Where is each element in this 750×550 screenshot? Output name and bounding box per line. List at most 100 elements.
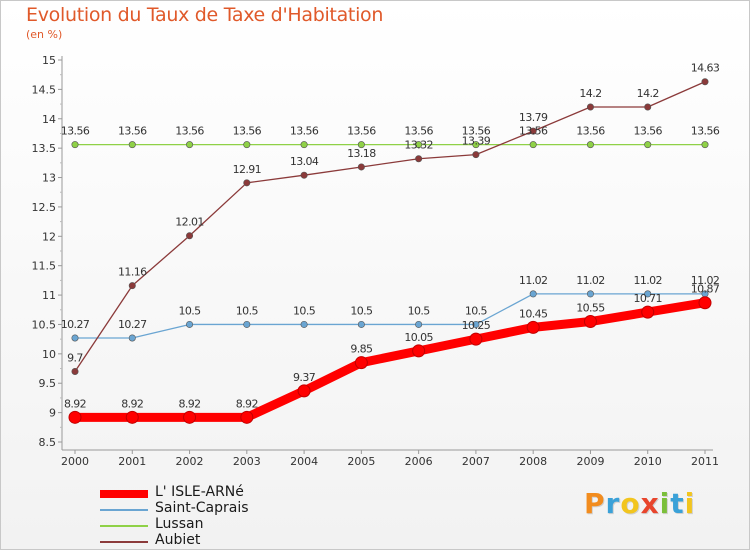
data-label-2: 13.56 bbox=[175, 125, 204, 138]
data-point-1 bbox=[71, 334, 79, 342]
legend-label: Saint-Caprais bbox=[155, 500, 249, 516]
chart-title: Evolution du Taux de Taxe d'Habitation bbox=[26, 4, 384, 26]
data-point-2 bbox=[243, 141, 251, 149]
data-label-3: 13.39 bbox=[462, 135, 491, 148]
data-point-0 bbox=[526, 320, 540, 334]
data-point-2 bbox=[644, 141, 652, 149]
legend-swatch bbox=[100, 541, 148, 543]
x-tick-label: 2008 bbox=[519, 455, 547, 468]
data-point-0 bbox=[125, 410, 139, 424]
data-label-2: 13.56 bbox=[290, 125, 319, 138]
data-point-1 bbox=[186, 320, 194, 328]
series-line-0 bbox=[70, 298, 710, 422]
data-label-1: 10.5 bbox=[350, 304, 373, 317]
x-tick-label: 2001 bbox=[118, 455, 146, 468]
data-label-3: 12.91 bbox=[233, 163, 262, 176]
data-point-2 bbox=[300, 141, 308, 149]
data-label-3: 14.63 bbox=[691, 62, 720, 75]
data-label-1: 11.02 bbox=[691, 274, 720, 287]
logo-letter: o bbox=[620, 487, 641, 520]
x-tick-label: 2005 bbox=[347, 455, 375, 468]
data-point-0 bbox=[412, 344, 426, 358]
y-tick-label: 10 bbox=[42, 348, 56, 361]
y-tick-label: 9.5 bbox=[39, 377, 57, 390]
data-label-2: 13.56 bbox=[233, 125, 262, 138]
data-point-3 bbox=[128, 282, 136, 290]
series-line-3 bbox=[74, 81, 706, 373]
data-point-3 bbox=[701, 78, 709, 86]
data-point-0 bbox=[297, 384, 311, 398]
x-tick-label: 2006 bbox=[405, 455, 433, 468]
data-point-3 bbox=[415, 155, 423, 163]
data-label-1: 10.5 bbox=[236, 304, 259, 317]
data-label-3: 9.7 bbox=[67, 351, 83, 364]
x-tick-label: 2011 bbox=[691, 455, 719, 468]
data-label-1: 10.5 bbox=[408, 304, 431, 317]
data-point-1 bbox=[300, 320, 308, 328]
logo-letter: i bbox=[684, 487, 696, 520]
logo-letter: r bbox=[605, 487, 621, 520]
data-point-0 bbox=[641, 305, 655, 319]
data-point-2 bbox=[415, 141, 423, 149]
data-point-2 bbox=[529, 141, 537, 149]
data-point-0 bbox=[583, 315, 597, 329]
y-tick-label: 15 bbox=[42, 54, 56, 67]
data-point-3 bbox=[586, 103, 594, 111]
data-point-1 bbox=[472, 320, 480, 328]
x-tick-label: 2009 bbox=[576, 455, 604, 468]
data-point-2 bbox=[186, 141, 194, 149]
data-point-2 bbox=[701, 141, 709, 149]
data-point-1 bbox=[415, 320, 423, 328]
data-label-2: 13.56 bbox=[519, 125, 548, 138]
data-label-1: 11.02 bbox=[633, 274, 662, 287]
logo-letter: t bbox=[670, 487, 685, 520]
data-label-3: 14.2 bbox=[637, 87, 659, 100]
data-point-2 bbox=[71, 141, 79, 149]
data-point-1 bbox=[529, 290, 537, 298]
data-label-2: 13.56 bbox=[118, 125, 147, 138]
data-point-1 bbox=[128, 334, 136, 342]
data-label-0: 9.85 bbox=[350, 343, 373, 356]
data-label-3: 12.01 bbox=[175, 216, 204, 229]
legend-label: Aubiet bbox=[155, 532, 201, 548]
data-label-2: 13.56 bbox=[633, 125, 662, 138]
legend-label: L' ISLE-ARNé bbox=[155, 484, 244, 500]
logo-letter: x bbox=[640, 487, 660, 520]
data-point-0 bbox=[240, 410, 254, 424]
data-label-0: 8.92 bbox=[178, 397, 200, 410]
series-line-1 bbox=[74, 293, 706, 339]
logo-letter: i bbox=[659, 487, 671, 520]
data-label-1: 10.27 bbox=[61, 318, 90, 331]
data-point-1 bbox=[357, 320, 365, 328]
x-tick-label: 2010 bbox=[634, 455, 662, 468]
data-label-0: 10.45 bbox=[519, 307, 548, 320]
legend-label: Lussan bbox=[155, 516, 204, 532]
data-label-3: 13.79 bbox=[519, 111, 548, 124]
legend-swatch bbox=[100, 525, 148, 527]
data-point-2 bbox=[472, 141, 480, 149]
data-label-0: 8.92 bbox=[64, 397, 86, 410]
data-point-0 bbox=[354, 356, 368, 370]
data-label-0: 10.05 bbox=[404, 331, 433, 344]
data-point-0 bbox=[698, 296, 712, 310]
y-tick-label: 13.5 bbox=[32, 142, 57, 155]
data-point-2 bbox=[586, 141, 594, 149]
x-tick-label: 2003 bbox=[233, 455, 261, 468]
data-point-3 bbox=[644, 103, 652, 111]
data-point-3 bbox=[529, 127, 537, 135]
data-label-0: 10.87 bbox=[691, 283, 720, 296]
data-label-0: 8.92 bbox=[236, 397, 258, 410]
y-tick-label: 11.5 bbox=[32, 260, 57, 273]
proxiti-logo: Proxiti bbox=[584, 487, 695, 520]
data-label-2: 13.56 bbox=[404, 125, 433, 138]
data-label-2: 13.56 bbox=[347, 125, 376, 138]
legend-swatch bbox=[100, 490, 148, 498]
data-label-1: 10.5 bbox=[293, 304, 316, 317]
y-tick-label: 13 bbox=[42, 172, 56, 185]
data-point-2 bbox=[357, 141, 365, 149]
data-label-2: 13.56 bbox=[576, 125, 605, 138]
data-label-0: 10.55 bbox=[576, 302, 605, 315]
data-label-3: 14.2 bbox=[579, 87, 601, 100]
data-label-1: 10.5 bbox=[465, 304, 488, 317]
